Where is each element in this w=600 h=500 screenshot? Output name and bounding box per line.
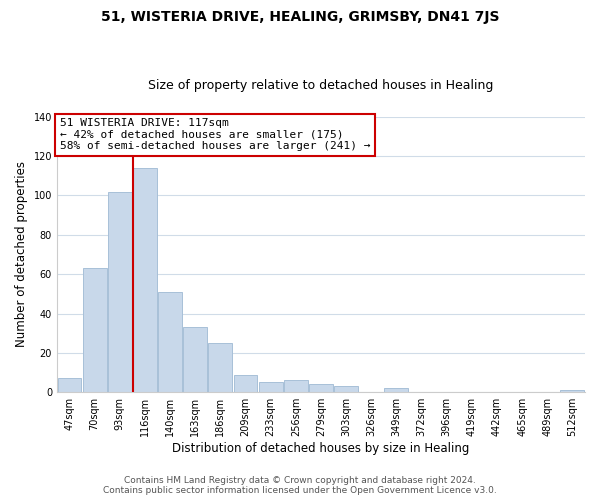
Bar (83, 268, 107, 392)
Bar (158, 292, 182, 392)
Title: Size of property relative to detached houses in Healing: Size of property relative to detached ho… (148, 79, 494, 92)
Text: 51, WISTERIA DRIVE, HEALING, GRIMSBY, DN41 7JS: 51, WISTERIA DRIVE, HEALING, GRIMSBY, DN… (101, 10, 499, 24)
Bar (309, 384, 333, 392)
Bar (108, 192, 132, 392)
Bar (233, 374, 257, 392)
Text: 51 WISTERIA DRIVE: 117sqm
← 42% of detached houses are smaller (175)
58% of semi: 51 WISTERIA DRIVE: 117sqm ← 42% of detac… (59, 118, 370, 152)
Y-axis label: Number of detached properties: Number of detached properties (15, 162, 28, 348)
Bar (58, 378, 82, 392)
Bar (334, 386, 358, 392)
Bar (259, 382, 283, 392)
X-axis label: Distribution of detached houses by size in Healing: Distribution of detached houses by size … (172, 442, 470, 455)
Bar (284, 380, 308, 392)
Bar (560, 390, 584, 392)
Bar (133, 168, 157, 392)
Bar (208, 343, 232, 392)
Bar (385, 388, 409, 392)
Text: Contains HM Land Registry data © Crown copyright and database right 2024.
Contai: Contains HM Land Registry data © Crown c… (103, 476, 497, 495)
Bar (183, 328, 207, 392)
